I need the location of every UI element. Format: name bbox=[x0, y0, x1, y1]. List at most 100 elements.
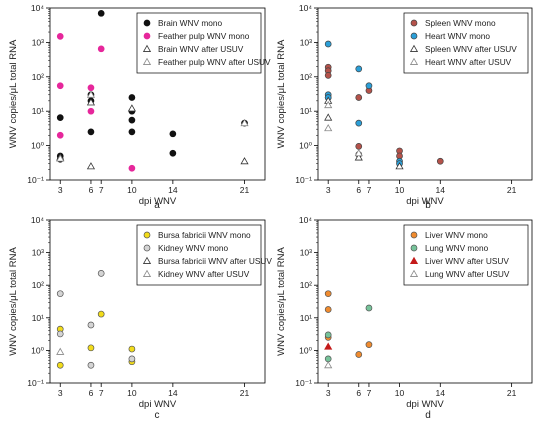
panel-label: b bbox=[425, 200, 431, 211]
data-point bbox=[324, 361, 333, 369]
x-tick-label: 14 bbox=[168, 388, 178, 398]
x-axis-label: dpi WNV bbox=[406, 399, 444, 410]
legend-label: Brain WNV after USUV bbox=[158, 44, 244, 54]
y-tick-label: 10³ bbox=[300, 37, 312, 47]
x-tick-label: 7 bbox=[99, 388, 104, 398]
y-tick-label: 10⁻¹ bbox=[27, 378, 44, 388]
legend-circle-icon bbox=[410, 19, 418, 27]
legend-box bbox=[403, 12, 529, 74]
legend-box bbox=[136, 224, 262, 286]
legend-label: Bursa fabricii WNV after USUV bbox=[158, 256, 272, 266]
data-point bbox=[56, 114, 64, 121]
y-axis-label: WNV copies/μL total RNA bbox=[8, 39, 19, 148]
legend-triangle-icon bbox=[409, 44, 419, 52]
data-point bbox=[56, 82, 64, 90]
legend-label: Heart WNV mono bbox=[425, 31, 490, 41]
y-tick-label: 10² bbox=[300, 280, 312, 290]
y-tick-label: 10¹ bbox=[300, 313, 312, 323]
x-axis-label: dpi WNV bbox=[139, 399, 177, 410]
data-point bbox=[169, 130, 177, 138]
y-tick-label: 10⁰ bbox=[31, 141, 44, 151]
data-point bbox=[355, 119, 363, 127]
y-tick-label: 10³ bbox=[32, 248, 44, 258]
data-point bbox=[56, 290, 64, 298]
legend-box bbox=[136, 12, 262, 74]
x-tick-label: 3 bbox=[326, 185, 331, 195]
legend-label: Spleen WNV mono bbox=[425, 18, 496, 28]
panel-c: 10⁻¹ 10⁰ 10¹ 10² 10³ 10⁴ 3 6 7 10 14 21 dpi WNV WNV c… bbox=[8, 215, 272, 421]
data-point bbox=[324, 290, 332, 298]
x-tick-label: 21 bbox=[240, 185, 250, 195]
x-tick-label: 21 bbox=[507, 185, 517, 195]
data-point bbox=[56, 347, 65, 355]
x-tick-label: 14 bbox=[436, 388, 446, 398]
data-point bbox=[365, 304, 373, 312]
data-point bbox=[128, 94, 136, 101]
data-point bbox=[324, 40, 332, 48]
data-point bbox=[169, 149, 177, 157]
data-point bbox=[56, 32, 64, 40]
legend-circle-icon bbox=[410, 32, 418, 40]
data-point bbox=[87, 128, 95, 136]
data-point bbox=[324, 72, 332, 79]
data-point bbox=[365, 341, 373, 349]
series-feather-pulp-wnv-mono bbox=[56, 32, 136, 172]
legend-triangle-icon bbox=[142, 269, 152, 277]
data-point bbox=[324, 124, 333, 132]
data-point bbox=[324, 113, 333, 121]
legend-circle-icon bbox=[143, 32, 151, 40]
legend-label: Brain WNV mono bbox=[158, 18, 222, 28]
x-tick-label: 6 bbox=[356, 185, 361, 195]
plot-frame bbox=[49, 7, 266, 181]
legend: Spleen WNV mono Heart WNV mono Spleen WNV … bbox=[403, 12, 529, 74]
series-heart-wnv-mono bbox=[324, 40, 403, 167]
data-point bbox=[324, 100, 333, 109]
panel-label: a bbox=[154, 200, 160, 211]
legend-label: Liver WNV mono bbox=[425, 230, 488, 240]
legend-label: Lung WNV after USUV bbox=[425, 269, 510, 279]
y-tick-label: 10² bbox=[300, 72, 312, 82]
legend-label: Kidney WNV after USUV bbox=[158, 269, 250, 279]
legend-label: Bursa fabricii WNV mono bbox=[158, 230, 251, 240]
x-tick-label: 7 bbox=[99, 185, 104, 195]
y-tick-label: 10⁴ bbox=[31, 215, 44, 225]
y-tick-label: 10⁻¹ bbox=[27, 175, 44, 185]
legend-circle-icon bbox=[143, 244, 151, 252]
y-tick-label: 10⁻¹ bbox=[295, 175, 312, 185]
data-point bbox=[355, 351, 363, 358]
data-point bbox=[355, 65, 363, 73]
data-point bbox=[324, 342, 333, 350]
data-point bbox=[354, 153, 363, 161]
y-tick-label: 10¹ bbox=[300, 106, 312, 116]
y-tick-label: 10¹ bbox=[32, 106, 44, 116]
x-tick-label: 6 bbox=[356, 388, 361, 398]
plot-frame bbox=[49, 219, 266, 384]
data-point bbox=[127, 104, 136, 112]
legend-triangle-icon bbox=[409, 269, 419, 277]
data-point bbox=[354, 149, 363, 157]
data-point bbox=[355, 143, 363, 150]
data-point bbox=[324, 331, 332, 339]
series-kidney-wnv-after-usuv bbox=[56, 347, 65, 355]
x-axis-label: dpi WNV bbox=[406, 196, 444, 207]
data-point bbox=[128, 164, 136, 172]
panel-d: 10⁻¹ 10⁰ 10¹ 10² 10³ 10⁴ 3 6 7 10 14 21 dpi WNV WNV c… bbox=[276, 215, 533, 421]
y-tick-label: 10² bbox=[32, 72, 44, 82]
series-brain-wnv-after-usuv bbox=[56, 98, 249, 170]
plot-frame bbox=[317, 7, 533, 181]
y-tick-label: 10¹ bbox=[32, 313, 44, 323]
data-point bbox=[365, 82, 373, 90]
legend-box bbox=[403, 224, 529, 286]
legend-label: Spleen WNV after USUV bbox=[425, 44, 517, 54]
x-tick-label: 10 bbox=[127, 388, 137, 398]
legend-triangle-icon bbox=[142, 57, 152, 65]
legend-circle-icon bbox=[143, 19, 151, 27]
data-point bbox=[87, 344, 95, 352]
data-point bbox=[324, 306, 332, 313]
legend-label: Kidney WNV mono bbox=[158, 243, 228, 253]
x-tick-label: 21 bbox=[507, 388, 517, 398]
data-point bbox=[395, 162, 404, 170]
legend: Liver WNV mono Lung WNV mono Liver WNV aft… bbox=[403, 224, 529, 286]
data-point bbox=[324, 355, 332, 363]
x-tick-label: 10 bbox=[127, 185, 137, 195]
